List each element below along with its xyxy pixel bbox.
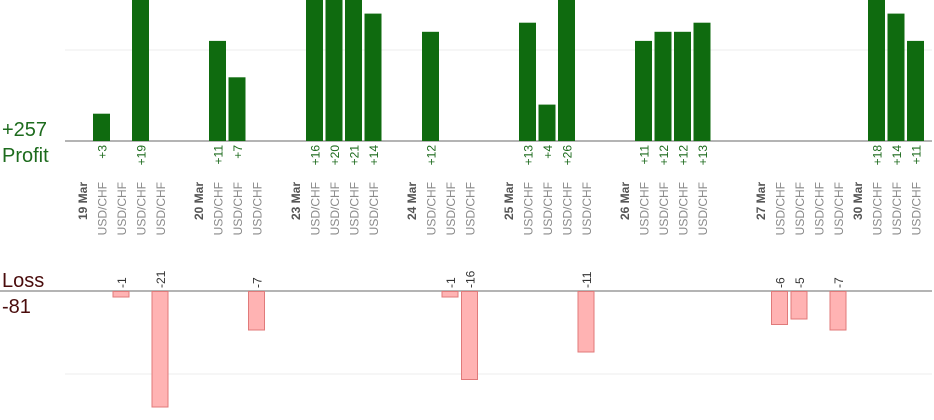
profit-bar-label: +4 <box>541 145 555 159</box>
profit-bar <box>693 22 711 142</box>
trade-pair-label: USD/CHF <box>154 182 168 235</box>
trade-pair-label: USD/CHF <box>231 182 245 235</box>
profit-total: +257 <box>2 119 48 141</box>
trade-pair-label: USD/CHF <box>425 182 439 235</box>
loss-bar <box>790 291 808 320</box>
profit-bar-label: +21 <box>348 145 362 166</box>
trade-pair-label: USD/CHF <box>813 182 827 235</box>
loss-label: Loss <box>2 270 45 292</box>
loss-bar <box>577 291 595 353</box>
profit-bar <box>306 0 323 142</box>
trade-pair-label: USD/CHF <box>793 182 807 235</box>
trade-pair-label: USD/CHF <box>96 182 110 235</box>
loss-bar-label: -16 <box>464 270 478 288</box>
trade-pair-label: USD/CHF <box>251 182 265 235</box>
day-label: 26 Mar <box>618 182 632 220</box>
profit-bar-label: +11 <box>910 145 924 165</box>
profit-bar <box>558 0 575 142</box>
loss-bar-label: -7 <box>251 277 265 288</box>
loss-bar-label: -1 <box>115 277 129 288</box>
loss-bar-label: -5 <box>793 277 807 288</box>
profit-bar-label: +13 <box>696 145 710 166</box>
loss-bar <box>112 291 130 298</box>
trade-pair-label: USD/CHF <box>135 182 149 235</box>
profit-bar <box>635 40 652 141</box>
profit-bar <box>93 113 110 141</box>
profit-bar-label: +12 <box>657 145 671 166</box>
profit-bar-label: +13 <box>522 145 536 166</box>
trade-pair-label: USD/CHF <box>212 182 226 235</box>
trade-pair-label: USD/CHF <box>638 182 652 235</box>
day-label: 30 Mar <box>851 182 865 220</box>
profit-bar-label: +20 <box>328 145 342 166</box>
profit-bar <box>519 22 536 142</box>
loss-bar-label: -1 <box>444 277 458 288</box>
trade-pair-label: USD/CHF <box>348 182 362 235</box>
trade-pair-label: USD/CHF <box>696 182 710 235</box>
profit-bar <box>422 31 439 141</box>
profit-bar <box>228 77 246 141</box>
profit-bar <box>868 0 885 142</box>
day-label: 25 Mar <box>502 182 516 220</box>
profit-label: Profit <box>2 145 49 167</box>
trade-pair-label: USD/CHF <box>541 182 555 235</box>
day-label: 23 Mar <box>289 182 303 220</box>
loss-bar-label: -21 <box>154 270 168 288</box>
profit-bar <box>325 0 343 141</box>
profit-bar <box>887 13 905 142</box>
loss-bar-label: -11 <box>580 271 594 288</box>
trade-pair-label: USD/CHF <box>115 182 129 235</box>
profit-bar-label: +26 <box>561 145 575 166</box>
loss-bar <box>441 291 459 298</box>
trade-pair-label: USD/CHF <box>657 182 671 235</box>
trade-pair-label: USD/CHF <box>890 182 904 235</box>
loss-total: -81 <box>2 296 31 318</box>
day-label: 20 Mar <box>192 182 206 220</box>
day-label: 19 Mar <box>76 182 90 220</box>
trade-pair-label: USD/CHF <box>328 182 342 235</box>
profit-bar-label: +14 <box>367 145 381 166</box>
loss-bar <box>771 291 788 325</box>
loss-bar <box>151 291 169 408</box>
profit-bar <box>132 0 149 141</box>
trade-pair-label: USD/CHF <box>580 182 594 235</box>
trade-pair-label: USD/CHF <box>309 182 323 235</box>
loss-bar <box>829 291 847 331</box>
trade-pair-label: USD/CHF <box>774 182 788 235</box>
trade-pair-label: USD/CHF <box>677 182 691 235</box>
trade-pair-label: USD/CHF <box>910 182 924 235</box>
day-label: 24 Mar <box>405 182 419 220</box>
profit-bar <box>538 104 556 141</box>
trade-pair-label: USD/CHF <box>832 182 846 235</box>
trade-pair-label: USD/CHF <box>464 182 478 235</box>
day-label: 27 Mar <box>754 182 768 220</box>
profit-bar <box>364 13 382 142</box>
loss-bar <box>248 291 265 331</box>
trade-pair-label: USD/CHF <box>367 182 381 235</box>
loss-bar <box>461 291 478 380</box>
profit-bar-label: +16 <box>309 145 323 166</box>
trade-pair-label: USD/CHF <box>444 182 458 235</box>
profit-bar-label: +7 <box>231 145 245 159</box>
profit-bar <box>209 40 226 141</box>
profit-bar-label: +3 <box>96 145 110 159</box>
profit-bar-label: +14 <box>890 145 904 166</box>
profit-bar <box>345 0 362 142</box>
trade-pair-label: USD/CHF <box>561 182 575 235</box>
profit-bar-label: +11 <box>638 145 652 165</box>
profit-bar-label: +12 <box>677 145 691 166</box>
profit-bar <box>654 31 672 141</box>
profit-bar-label: +18 <box>871 145 885 166</box>
loss-bar-label: -7 <box>832 277 846 288</box>
trade-pair-label: USD/CHF <box>871 182 885 235</box>
profit-bar <box>674 31 691 141</box>
profit-bar-label: +11 <box>212 145 226 165</box>
trade-pair-label: USD/CHF <box>522 182 536 235</box>
profit-bar-label: +19 <box>135 145 149 166</box>
profit-bar <box>907 40 924 141</box>
loss-bar-label: -6 <box>774 277 788 288</box>
profit-bar-label: +12 <box>425 145 439 166</box>
